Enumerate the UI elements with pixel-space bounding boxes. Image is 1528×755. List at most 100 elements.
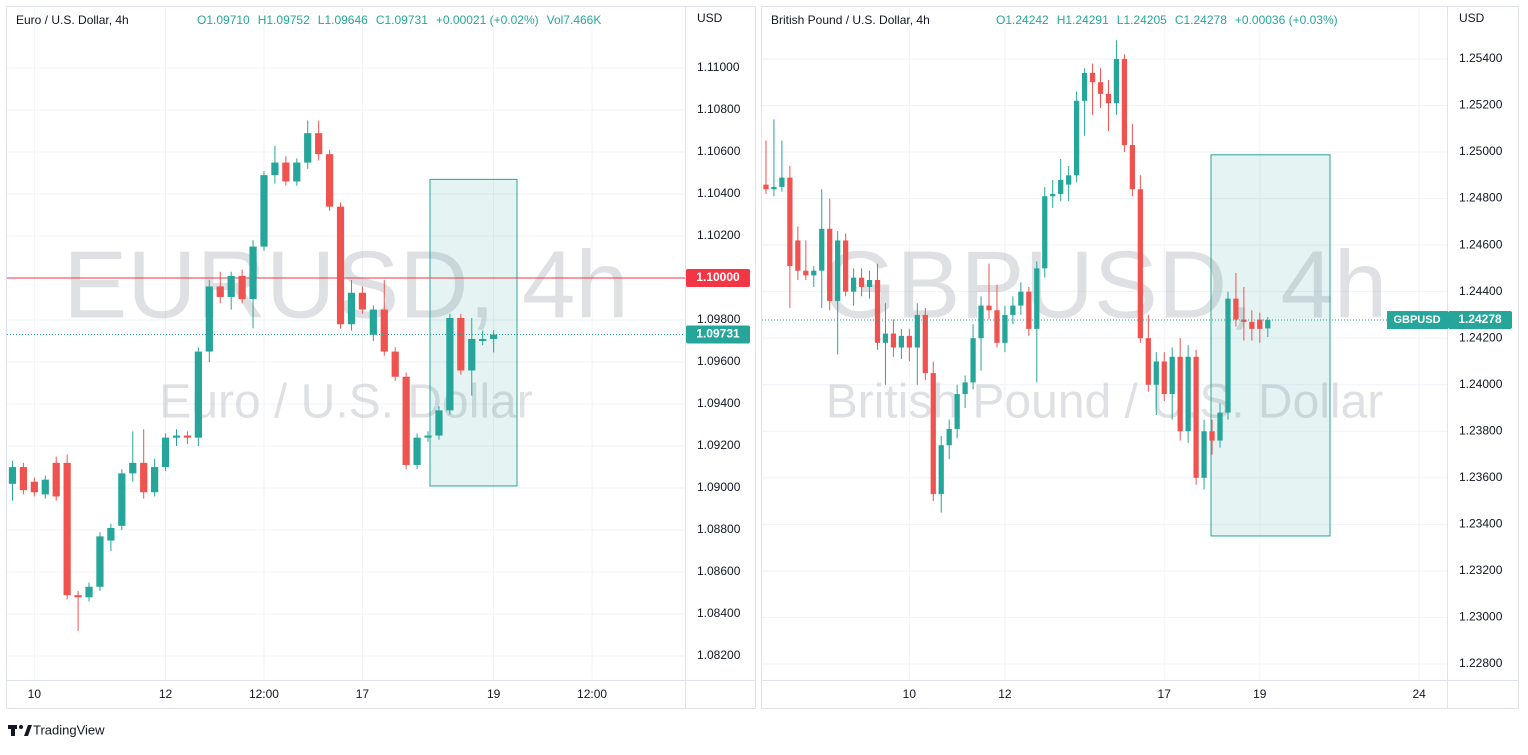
price-label-box — [686, 269, 750, 288]
axis-label: USD — [697, 11, 723, 25]
candle-body — [52, 462, 60, 497]
x-tick-label: 17 — [1158, 687, 1172, 701]
y-tick-label: 1.09600 — [697, 354, 741, 368]
candle-body — [866, 280, 873, 287]
y-tick-label: 1.23000 — [1459, 610, 1503, 624]
candle-body — [282, 162, 290, 182]
x-tick-label: 19 — [1253, 687, 1267, 701]
legend-value: H1.24291 — [1057, 13, 1109, 27]
y-tick-label: 1.24200 — [1459, 330, 1503, 344]
candle-body — [1193, 356, 1199, 478]
candle-body — [1010, 305, 1016, 315]
y-tick-label: 1.10800 — [697, 102, 741, 116]
candle-body — [1002, 314, 1008, 343]
y-tick-label: 1.10400 — [697, 186, 741, 200]
candle-body — [827, 228, 833, 301]
candle-body — [457, 317, 465, 371]
legend-value: +0.00021 (+0.02%) — [436, 13, 539, 27]
candle-body — [325, 154, 334, 207]
symbol-title: British Pound / U.S. Dollar, 4h — [771, 13, 930, 27]
logo-part — [24, 725, 32, 736]
watermark: EURUSD, 4h — [63, 231, 629, 338]
price-label-box — [686, 325, 750, 344]
y-tick-label: 1.09200 — [697, 438, 741, 452]
candle-body — [962, 382, 968, 395]
candle-body — [1241, 319, 1247, 322]
candle-body — [358, 292, 367, 310]
y-tick-label: 1.24800 — [1459, 191, 1503, 205]
candle-body — [30, 481, 38, 493]
y-tick-label: 1.10200 — [697, 228, 741, 242]
legend-value: H1.09752 — [258, 13, 310, 27]
candle-body — [63, 462, 71, 596]
candle-body — [490, 334, 498, 339]
y-tick-label: 1.09800 — [697, 312, 741, 326]
y-tick-label: 1.25000 — [1459, 144, 1503, 158]
brand: TradingView — [33, 722, 105, 737]
candle-body — [1081, 72, 1088, 101]
candle-body — [347, 292, 356, 325]
candle-body — [938, 445, 944, 495]
candle-body — [238, 275, 246, 300]
x-tick-label: 17 — [356, 687, 370, 701]
y-tick-label: 1.09000 — [697, 480, 741, 494]
candle-body — [1026, 291, 1032, 329]
brand-logo — [8, 725, 32, 736]
candle-body — [1137, 189, 1143, 339]
candle-body — [1209, 431, 1215, 441]
candle-body — [479, 338, 487, 342]
price-label: 1.24278 — [1458, 312, 1502, 326]
panel-border — [761, 6, 1519, 709]
candle-body — [118, 473, 126, 526]
candle-body — [1066, 175, 1072, 185]
candle-body — [1034, 268, 1040, 329]
candle-body — [74, 595, 82, 598]
candle-body — [843, 240, 849, 292]
candle-body — [874, 280, 881, 343]
legend-value: O1.24242 — [996, 13, 1049, 27]
candle-body — [380, 309, 388, 352]
y-tick-label: 1.08200 — [697, 648, 741, 662]
candle-body — [914, 314, 920, 348]
x-tick-label: 24 — [1412, 687, 1426, 701]
candle-body — [369, 309, 377, 335]
candle-body — [151, 467, 159, 493]
candle-body — [85, 586, 93, 598]
watermark-subtitle: British Pound / U.S. Dollar — [826, 376, 1384, 429]
candle-body — [96, 536, 104, 587]
symbol-label: GBPUSD — [1393, 314, 1440, 326]
candle-body — [1153, 361, 1159, 385]
candle-body — [1161, 361, 1167, 395]
candle-body — [906, 335, 912, 348]
y-tick-label: 1.23800 — [1459, 423, 1503, 437]
legend-value: Vol7.466K — [547, 13, 602, 27]
y-tick-label: 1.24000 — [1459, 377, 1503, 391]
candle-body — [1121, 58, 1128, 146]
range-box — [429, 178, 518, 487]
y-tick-label: 1.08400 — [697, 606, 741, 620]
candle-body — [194, 351, 202, 438]
candle-body — [850, 277, 857, 292]
candle-body — [227, 275, 235, 297]
candle-body — [1058, 179, 1064, 194]
candle-body — [803, 270, 809, 276]
candle-body — [205, 286, 213, 352]
watermark-subtitle: Euro / U.S. Dollar — [159, 376, 532, 429]
y-tick-label: 1.25400 — [1459, 51, 1503, 65]
candle-body — [1249, 321, 1255, 329]
range-box — [1210, 154, 1331, 537]
candle-body — [336, 206, 345, 325]
candle-body — [1042, 196, 1048, 269]
y-tick-label: 1.10600 — [697, 144, 741, 158]
price-label: 1.10000 — [696, 270, 740, 284]
candle-body — [8, 467, 17, 484]
candle-body — [1018, 291, 1024, 306]
candle-body — [1089, 72, 1096, 83]
symbol-title: Euro / U.S. Dollar, 4h — [16, 13, 129, 27]
legend-value: L1.09646 — [318, 13, 368, 27]
candle-body — [835, 240, 841, 301]
y-tick-label: 1.24400 — [1459, 284, 1503, 298]
